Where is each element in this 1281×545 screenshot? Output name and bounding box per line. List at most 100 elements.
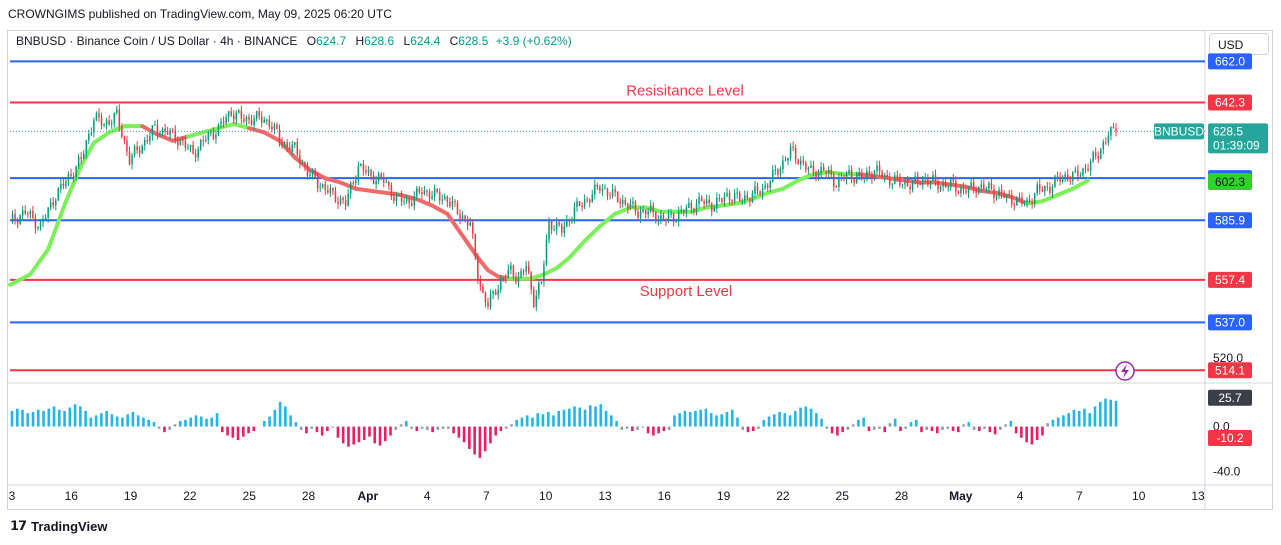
candle-body [375,180,377,185]
candle-body [164,128,166,132]
candle-body [555,222,558,230]
candle-body [733,193,736,202]
candle-body [215,134,217,139]
candle-body [520,270,522,278]
candle-body [944,182,947,188]
candle-body [866,171,868,178]
candle-body [278,129,281,142]
candle-body [909,186,911,190]
candle-body [283,142,286,146]
candle-body [57,188,60,201]
candle-body [263,119,266,123]
candle-body [833,174,835,187]
candle-body [149,136,151,142]
candle-body [774,169,777,171]
candle-body [1021,197,1023,204]
x-tick-10-9: 10 [539,489,553,503]
candle-body [802,160,805,163]
x-tick-3-0: 3 [9,489,16,503]
candle-body [594,184,596,195]
ma-segment [338,180,358,191]
candle-body [772,169,774,182]
candle-body [568,219,571,222]
symbol-legend[interactable]: BNBUSD · Binance Coin / US Dollar · 4h ·… [16,34,572,48]
candle-body [360,163,362,166]
ma-segment [445,211,460,231]
currency-selector[interactable]: USD [1209,33,1269,55]
candle-body [571,219,573,222]
candle-body [166,131,169,135]
candle-body [428,191,431,199]
ma-segment [140,124,160,137]
candle-body [784,160,787,162]
candle-body [794,147,797,160]
candle-body [118,109,121,127]
candle-body [983,184,985,190]
candle-body [93,120,95,133]
candle-body [136,146,138,151]
candle-body [82,153,85,159]
candle-body [232,115,235,120]
osc-tag-25.7 [1208,389,1252,406]
candle-body [80,157,82,159]
ma-segment [28,247,51,277]
candle-body [822,167,825,171]
candle-body [55,200,57,206]
candle-body [29,211,32,215]
candle-body [871,174,873,179]
x-tick-22-3: 22 [183,489,197,503]
candle-body [789,146,792,159]
candle-body [197,148,199,158]
candle-body [1072,171,1074,181]
candle-body [502,277,505,280]
candle-body [738,192,741,201]
level-label-662.0: 662.0 [1215,54,1245,68]
candle-body [44,217,47,220]
candle-body [37,227,39,229]
candle-body [398,194,400,196]
candle-body [761,188,764,195]
candle-body [433,188,436,197]
candle-body [515,276,517,283]
candle-body [1064,174,1066,177]
candle-body [461,215,464,219]
candle-body [614,189,616,192]
candle-body [708,199,710,204]
candle-body [52,202,54,206]
candle-body [276,124,278,130]
candle-body [311,170,314,175]
candle-body [60,183,62,189]
x-tick-4-17: 4 [1017,489,1024,503]
candle-body [286,142,288,148]
candle-body [32,211,34,218]
candle-body [426,190,428,192]
candle-body [1038,184,1041,190]
candle-body [321,184,324,188]
candle-body [449,202,451,207]
candle-body [474,233,477,258]
candle-body [362,163,365,171]
x-tick-10-19: 10 [1132,489,1146,503]
candle-body [922,178,924,185]
candle-body [718,197,721,199]
candle-body [665,220,667,222]
candle-body [441,199,443,201]
candle-body [319,187,321,189]
candle-body [294,142,296,145]
candle-body [655,211,657,222]
candle-body [24,210,27,214]
candle-body [843,176,845,180]
osc-label--10.2: -10.2 [1216,431,1244,445]
candle-body [187,147,189,149]
candle-body [693,208,695,213]
candle-body [578,201,581,206]
candle-body [721,198,723,202]
last-price-tag [1208,123,1268,154]
candle-body [90,132,93,134]
candle-body [355,180,357,183]
candle-body [644,209,647,215]
ma-segment [430,203,450,216]
candle-body [405,197,408,202]
candle-body [1102,142,1105,150]
